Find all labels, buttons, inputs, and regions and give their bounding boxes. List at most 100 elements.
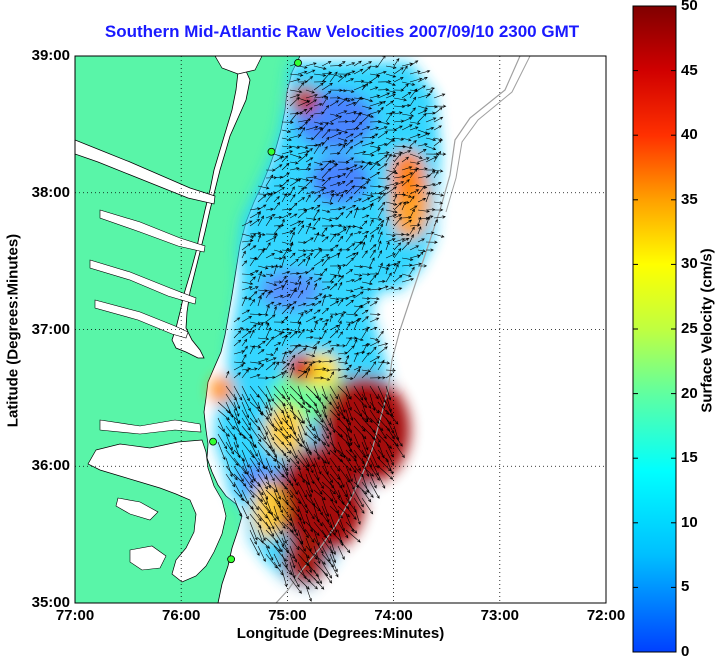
velocity-arrow bbox=[321, 236, 329, 243]
velocity-arrow bbox=[233, 372, 242, 379]
velocity-arrow bbox=[329, 553, 338, 573]
velocity-arrow bbox=[345, 294, 356, 299]
velocity-arrow bbox=[305, 441, 312, 456]
velocity-arrow bbox=[353, 206, 359, 219]
velocity-arrow bbox=[257, 340, 266, 347]
velocity-arrow bbox=[305, 89, 315, 94]
colorbar-tick-label: 50 bbox=[681, 0, 698, 14]
velocity-arrow bbox=[369, 441, 380, 460]
velocity-arrow bbox=[401, 83, 409, 91]
x-axis-label: Longitude (Degrees:Minutes) bbox=[236, 625, 445, 642]
velocity-arrow bbox=[353, 385, 364, 401]
velocity-arrow bbox=[417, 209, 430, 213]
velocity-arrow bbox=[337, 97, 351, 102]
velocity-arrow bbox=[289, 553, 296, 569]
velocity-arrow bbox=[377, 385, 386, 404]
velocity-arrow bbox=[289, 409, 304, 424]
velocity-arrow bbox=[313, 569, 322, 585]
velocity-arrow bbox=[313, 208, 320, 219]
velocity-arrow bbox=[337, 212, 344, 219]
velocity-arrow bbox=[385, 409, 399, 425]
station-marker bbox=[267, 147, 276, 156]
velocity-arrow bbox=[345, 497, 357, 513]
velocity-arrow bbox=[241, 338, 248, 347]
velocity-arrow bbox=[393, 181, 405, 187]
velocity-arrow bbox=[273, 156, 284, 163]
velocity-arrow bbox=[249, 505, 262, 522]
velocity-arrow bbox=[265, 291, 271, 299]
velocity-arrow bbox=[289, 569, 300, 588]
velocity-arrow bbox=[417, 249, 427, 253]
chart-title: Southern Mid-Atlantic Raw Velocities 200… bbox=[104, 22, 580, 41]
velocity-arrow bbox=[369, 145, 381, 150]
velocity-arrow bbox=[369, 274, 377, 283]
velocity-arrow bbox=[225, 465, 238, 481]
velocity-arrow bbox=[297, 167, 312, 171]
velocity-arrow bbox=[281, 425, 292, 439]
velocity-arrow bbox=[369, 356, 381, 363]
velocity-arrow bbox=[313, 393, 327, 410]
velocity-arrow bbox=[385, 425, 395, 440]
velocity-arrow bbox=[321, 227, 328, 235]
velocity-arrow bbox=[345, 269, 354, 275]
velocity-arrow bbox=[225, 370, 230, 379]
velocity-arrow bbox=[377, 425, 387, 440]
velocity-arrow bbox=[281, 270, 291, 275]
velocity-arrow bbox=[393, 162, 399, 171]
velocity-arrow bbox=[297, 409, 305, 425]
velocity-arrow bbox=[265, 481, 278, 493]
velocity-arrow bbox=[281, 275, 287, 283]
velocity-arrow bbox=[321, 71, 331, 83]
velocity-arrow bbox=[249, 233, 256, 243]
velocity-arrow bbox=[353, 273, 363, 277]
velocity-arrow bbox=[281, 207, 293, 211]
velocity-arrow bbox=[217, 441, 226, 461]
velocity-arrow bbox=[321, 329, 327, 339]
velocity-arrow bbox=[393, 193, 398, 203]
velocity-arrow bbox=[385, 128, 398, 132]
velocity-arrow bbox=[217, 433, 228, 450]
velocity-arrow bbox=[297, 249, 307, 253]
velocity-arrow bbox=[353, 84, 366, 91]
velocity-arrow bbox=[329, 343, 340, 347]
velocity-arrow bbox=[345, 457, 357, 474]
velocity-arrow bbox=[369, 148, 381, 155]
velocity-arrow bbox=[329, 401, 340, 417]
velocity-arrow bbox=[377, 330, 384, 339]
velocity-arrow bbox=[321, 409, 331, 427]
velocity-arrow bbox=[353, 505, 361, 525]
velocity-arrow bbox=[353, 241, 363, 251]
velocity-arrow bbox=[249, 290, 258, 299]
velocity-arrow bbox=[329, 393, 339, 410]
velocity-arrow bbox=[377, 131, 389, 139]
velocity-arrow bbox=[297, 302, 307, 307]
velocity-arrow bbox=[265, 322, 270, 331]
velocity-arrow bbox=[257, 185, 270, 190]
velocity-arrow bbox=[313, 513, 323, 527]
velocity-arrow bbox=[337, 449, 352, 462]
velocity-arrow bbox=[417, 198, 427, 203]
velocity-arrow bbox=[353, 368, 361, 379]
velocity-arrow bbox=[313, 80, 327, 84]
velocity-arrow bbox=[361, 287, 371, 291]
velocity-arrow bbox=[297, 240, 307, 244]
velocity-arrow bbox=[305, 360, 316, 364]
velocity-arrow bbox=[369, 218, 374, 227]
velocity-arrow bbox=[393, 274, 403, 283]
velocity-arrow bbox=[369, 202, 374, 211]
velocity-arrow bbox=[345, 441, 357, 459]
velocity-arrow bbox=[329, 449, 344, 463]
velocity-arrow bbox=[321, 128, 331, 139]
velocity-arrow bbox=[313, 409, 324, 423]
velocity-arrow bbox=[265, 192, 273, 203]
velocity-arrow bbox=[377, 151, 390, 155]
velocity-arrow bbox=[329, 457, 341, 472]
velocity-arrow bbox=[297, 220, 304, 227]
velocity-arrow bbox=[337, 142, 348, 147]
velocity-arrow bbox=[313, 553, 326, 565]
velocity-arrow bbox=[417, 109, 428, 115]
velocity-arrow bbox=[297, 347, 307, 355]
velocity-arrow bbox=[273, 175, 284, 179]
velocity-arrow bbox=[401, 62, 414, 67]
velocity-arrow bbox=[385, 169, 399, 175]
